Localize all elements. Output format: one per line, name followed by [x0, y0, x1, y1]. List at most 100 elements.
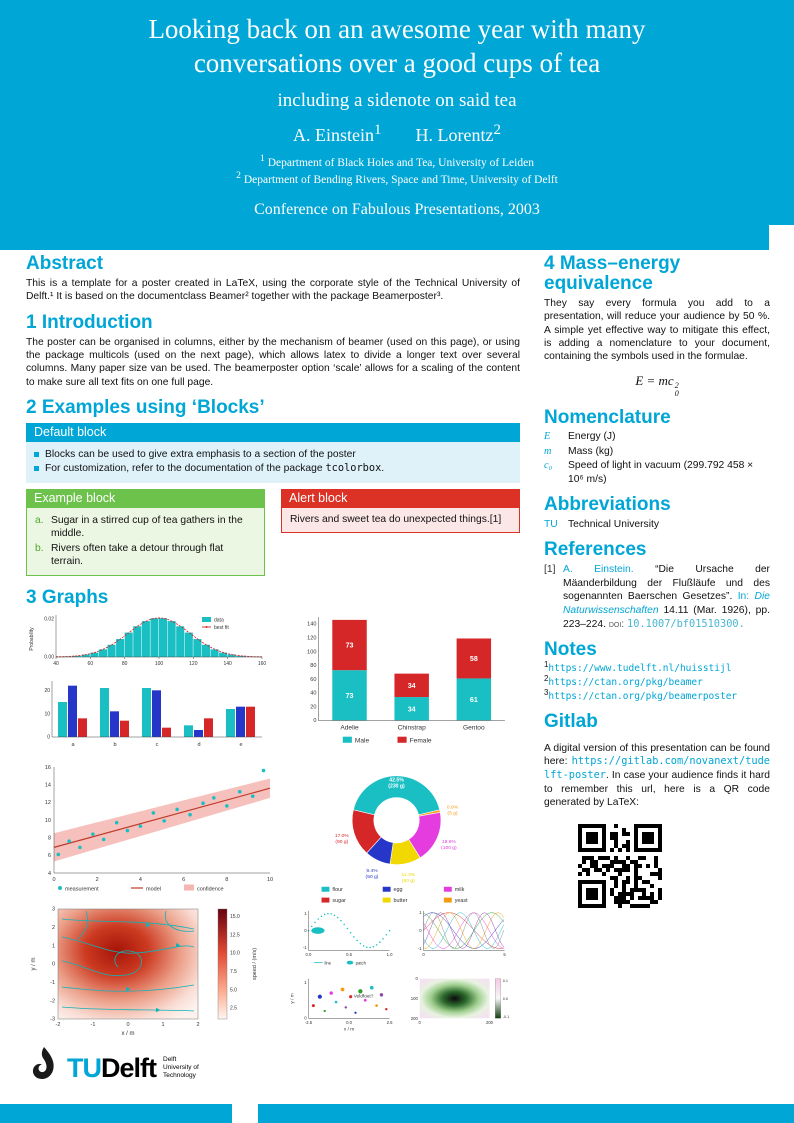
svg-text:42.5%(230 g): 42.5% (230 g) [388, 778, 405, 790]
svg-text:17.0%(90 g): 17.0% (90 g) [335, 833, 350, 845]
example-item-a: a. Sugar in a stirred cup of tea gathers… [35, 514, 243, 540]
svg-text:0.02: 0.02 [44, 617, 54, 623]
poster-header: Looking back on an awesome year with man… [0, 0, 794, 250]
gitlab-link[interactable]: https://gitlab.com/novanext/tudelft-post… [544, 755, 770, 782]
note-item: 1https://www.tudelft.nl/huisstijl [544, 659, 732, 675]
note-link[interactable]: https://ctan.org/pkg/beamer [548, 676, 703, 688]
svg-text:1: 1 [419, 910, 422, 915]
svg-text:0: 0 [304, 928, 307, 933]
note-link[interactable]: https://ctan.org/pkg/beamerposter [548, 690, 738, 702]
svg-text:2.5: 2.5 [230, 1006, 237, 1012]
tudelft-tagline: Delft University of Technology [163, 1056, 199, 1080]
svg-text:confidence: confidence [197, 887, 224, 893]
svg-text:200: 200 [411, 1016, 419, 1021]
svg-text:10: 10 [45, 818, 51, 824]
confidence-band [54, 778, 270, 862]
gitlab-heading: Gitlab [544, 710, 598, 732]
streamline [61, 1006, 195, 1012]
left-column: Abstract This is a template for a poster… [26, 252, 520, 1104]
svg-text:200: 200 [486, 1020, 494, 1025]
abstract-heading: Abstract [26, 253, 104, 274]
svg-text:14: 14 [45, 783, 51, 789]
svg-text:0.1: 0.1 [503, 979, 508, 983]
abbreviations-heading: Abbreviations [544, 493, 671, 515]
svg-text:milk: milk [455, 887, 465, 893]
svg-text:140: 140 [223, 661, 232, 667]
example-item-b: b. Rivers often take a detour through fl… [35, 542, 224, 567]
svg-text:patch: patch [356, 961, 367, 966]
svg-text:8: 8 [225, 877, 228, 883]
nomenclature-row: m Mass (kg) [544, 445, 614, 457]
svg-text:0.0: 0.0 [306, 952, 313, 957]
square-bullet-icon [34, 466, 39, 472]
svg-text:100: 100 [307, 650, 316, 656]
svg-text:100: 100 [411, 996, 419, 1001]
svg-text:1: 1 [161, 1022, 164, 1028]
svg-text:2: 2 [52, 925, 55, 931]
poster-subtitle: including a sidenote on said tea [277, 89, 517, 111]
footer-bar [0, 1104, 794, 1123]
mass-energy-text: They say every formula you add to a pres… [544, 297, 770, 363]
notes-heading: Notes [544, 639, 597, 661]
mini-charts: 1 0 -1 0.0 0.5 1.0 line patch 0 5 1 0 -1 Veldfout? -2.… [280, 907, 518, 1039]
svg-text:0: 0 [52, 962, 55, 968]
graphs-heading: 3 Graphs [26, 587, 109, 609]
tudelft-wordmark: TUDelft [67, 1052, 157, 1083]
svg-text:34: 34 [408, 706, 416, 714]
svg-text:Female: Female [410, 738, 432, 745]
svg-text:measurement: measurement [65, 887, 99, 893]
svg-text:d: d [197, 742, 200, 748]
colorbar [217, 909, 228, 1020]
doi-link[interactable]: 10.1007/bf01510300. [627, 617, 745, 630]
svg-text:flour: flour [332, 887, 343, 893]
tudelft-logo: TUDelft Delft University of Technology [26, 1043, 520, 1093]
nomenclature-row: c₀ Speed of light in vacuum (299.792 458… [544, 460, 754, 485]
svg-text:Adelie: Adelie [340, 725, 359, 732]
svg-text:Veldfout?: Veldfout? [354, 994, 374, 999]
regression-chart: 0 2 4 6 8 10 4 6 8 10 12 14 16 measurement model confid… [26, 761, 278, 899]
header-corner-notch [769, 225, 794, 250]
svg-text:6: 6 [182, 877, 185, 883]
svg-text:1.0: 1.0 [387, 952, 394, 957]
svg-text:0.9%(5 g): 0.9% (5 g) [447, 805, 459, 817]
svg-text:60: 60 [88, 661, 94, 667]
svg-text:egg: egg [394, 887, 403, 893]
alert-block-title: Alert block [281, 488, 520, 508]
svg-text:0: 0 [126, 1022, 129, 1028]
svg-text:speed / (m/s): speed / (m/s) [252, 948, 258, 980]
note-item: 2https://ctan.org/pkg/beamer [544, 673, 703, 688]
svg-text:10.0: 10.0 [230, 951, 240, 957]
svg-text:40: 40 [53, 661, 59, 667]
svg-text:-1: -1 [303, 945, 307, 950]
default-block-item-2: For customization, refer to the document… [34, 462, 512, 475]
square-bullet-icon [34, 452, 39, 458]
svg-text:0: 0 [313, 718, 316, 724]
svg-text:-2: -2 [56, 1022, 61, 1028]
qr-code [574, 820, 666, 913]
svg-text:0.5: 0.5 [346, 952, 353, 957]
svg-text:Probability: Probability [29, 627, 35, 651]
note-link[interactable]: https://www.tudelft.nl/huisstijl [548, 663, 732, 675]
svg-text:butter: butter [394, 898, 408, 904]
svg-text:-2.5: -2.5 [305, 1020, 313, 1025]
svg-text:0: 0 [47, 735, 50, 741]
introduction-heading: 1 Introduction [26, 311, 153, 333]
svg-text:5.0: 5.0 [230, 988, 237, 994]
svg-text:2: 2 [96, 877, 99, 883]
svg-text:60: 60 [310, 677, 316, 683]
svg-text:80: 80 [122, 661, 128, 667]
example-block-title: Example block [26, 488, 265, 508]
svg-text:4: 4 [48, 871, 51, 877]
svg-text:40: 40 [310, 691, 316, 697]
svg-text:line: line [325, 961, 332, 966]
donut-chart: 42.5% (230 g) 0.9% (5 g) 18.9% (100 g) 11.3% (6… [288, 761, 508, 907]
mass-energy-heading: 4 Mass–energy equivalence [544, 253, 681, 294]
streamline [61, 950, 142, 977]
svg-text:80: 80 [310, 663, 316, 669]
svg-text:sugar: sugar [332, 898, 346, 904]
svg-text:34: 34 [408, 682, 416, 690]
svg-text:yeast: yeast [455, 898, 468, 904]
svg-text:Chinstrap: Chinstrap [398, 725, 426, 732]
svg-text:Gentoo: Gentoo [463, 725, 485, 732]
